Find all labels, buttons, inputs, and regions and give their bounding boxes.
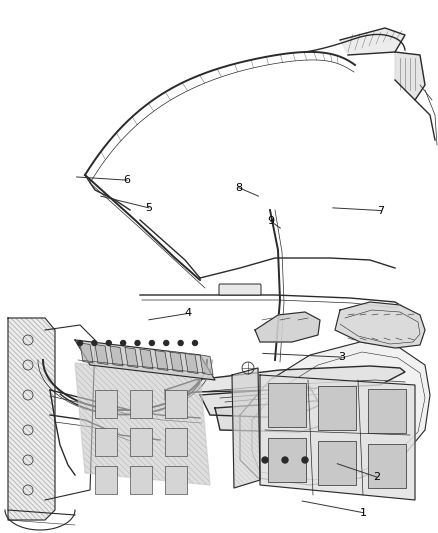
Polygon shape — [255, 312, 320, 342]
Polygon shape — [75, 340, 215, 380]
Polygon shape — [260, 375, 415, 500]
Bar — [318, 441, 356, 485]
Bar — [95, 466, 117, 494]
Polygon shape — [200, 387, 320, 418]
Bar — [130, 428, 152, 456]
Text: 8: 8 — [235, 183, 242, 192]
Circle shape — [302, 457, 308, 463]
Polygon shape — [140, 349, 153, 369]
Polygon shape — [232, 368, 260, 488]
Polygon shape — [335, 302, 425, 348]
Circle shape — [106, 341, 111, 345]
Circle shape — [164, 341, 169, 345]
Polygon shape — [185, 353, 198, 374]
Bar — [165, 390, 187, 418]
Polygon shape — [340, 28, 405, 55]
Bar — [165, 428, 187, 456]
Text: 5: 5 — [145, 203, 152, 213]
Circle shape — [78, 341, 82, 345]
Polygon shape — [80, 343, 93, 363]
Text: 1: 1 — [360, 508, 367, 518]
Circle shape — [120, 341, 126, 345]
Polygon shape — [8, 318, 55, 520]
Text: 4: 4 — [185, 309, 192, 318]
Polygon shape — [165, 366, 405, 400]
FancyBboxPatch shape — [219, 284, 261, 295]
Bar — [130, 390, 152, 418]
Circle shape — [135, 341, 140, 345]
Polygon shape — [125, 348, 138, 367]
Circle shape — [262, 457, 268, 463]
Bar — [165, 466, 187, 494]
Circle shape — [149, 341, 154, 345]
Polygon shape — [395, 52, 425, 100]
Polygon shape — [75, 363, 210, 485]
Polygon shape — [110, 346, 123, 366]
Circle shape — [192, 341, 198, 345]
Bar — [318, 386, 356, 430]
Bar — [95, 390, 117, 418]
Bar — [368, 444, 406, 488]
Circle shape — [92, 341, 97, 345]
Bar — [368, 389, 406, 433]
Polygon shape — [170, 352, 183, 372]
Polygon shape — [155, 351, 168, 370]
Polygon shape — [240, 342, 430, 485]
Polygon shape — [200, 355, 213, 375]
Bar — [268, 438, 306, 482]
Polygon shape — [95, 344, 108, 365]
Text: 7: 7 — [378, 206, 385, 215]
Circle shape — [178, 341, 183, 345]
Text: 3: 3 — [338, 352, 345, 362]
Bar — [130, 466, 152, 494]
Polygon shape — [215, 400, 340, 432]
Bar — [268, 383, 306, 427]
Text: 6: 6 — [124, 175, 131, 185]
Text: 9: 9 — [267, 216, 274, 226]
Bar — [95, 428, 117, 456]
Circle shape — [282, 457, 288, 463]
Text: 2: 2 — [373, 472, 380, 482]
